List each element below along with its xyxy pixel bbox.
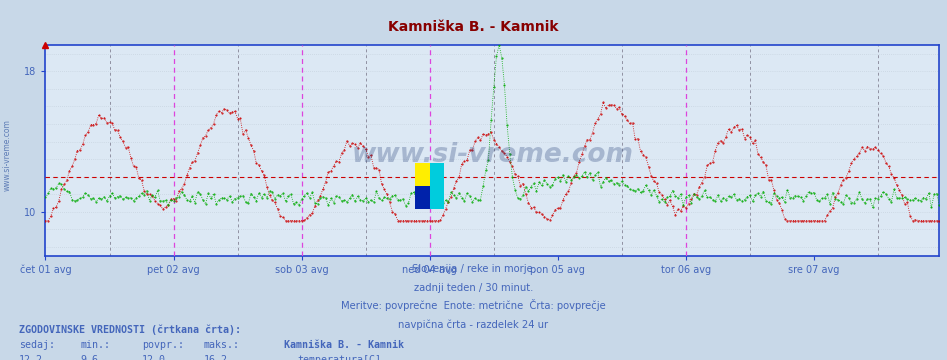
Text: Kamniška B. - Kamnik: Kamniška B. - Kamnik xyxy=(284,340,404,350)
Text: www.si-vreme.com: www.si-vreme.com xyxy=(3,119,12,191)
Text: maks.:: maks.: xyxy=(204,340,240,350)
Text: Kamniška B. - Kamnik: Kamniška B. - Kamnik xyxy=(388,20,559,34)
Text: 16,2: 16,2 xyxy=(204,355,227,360)
Text: sedaj:: sedaj: xyxy=(19,340,55,350)
Text: temperatura[C]: temperatura[C] xyxy=(297,355,382,360)
Text: min.:: min.: xyxy=(80,340,111,350)
Text: Slovenija / reke in morje.: Slovenija / reke in morje. xyxy=(412,264,535,274)
Text: Meritve: povprečne  Enote: metrične  Črta: povprečje: Meritve: povprečne Enote: metrične Črta:… xyxy=(341,299,606,311)
Text: ZGODOVINSKE VREDNOSTI (črtkana črta):: ZGODOVINSKE VREDNOSTI (črtkana črta): xyxy=(19,324,241,335)
Text: 12,0: 12,0 xyxy=(142,355,166,360)
Text: www.si-vreme.com: www.si-vreme.com xyxy=(351,141,634,167)
Text: 12,2: 12,2 xyxy=(19,355,43,360)
Text: zadnji teden / 30 minut.: zadnji teden / 30 minut. xyxy=(414,283,533,293)
Text: 9,6: 9,6 xyxy=(80,355,98,360)
Text: navpična črta - razdelek 24 ur: navpična črta - razdelek 24 ur xyxy=(399,319,548,330)
Text: povpr.:: povpr.: xyxy=(142,340,184,350)
